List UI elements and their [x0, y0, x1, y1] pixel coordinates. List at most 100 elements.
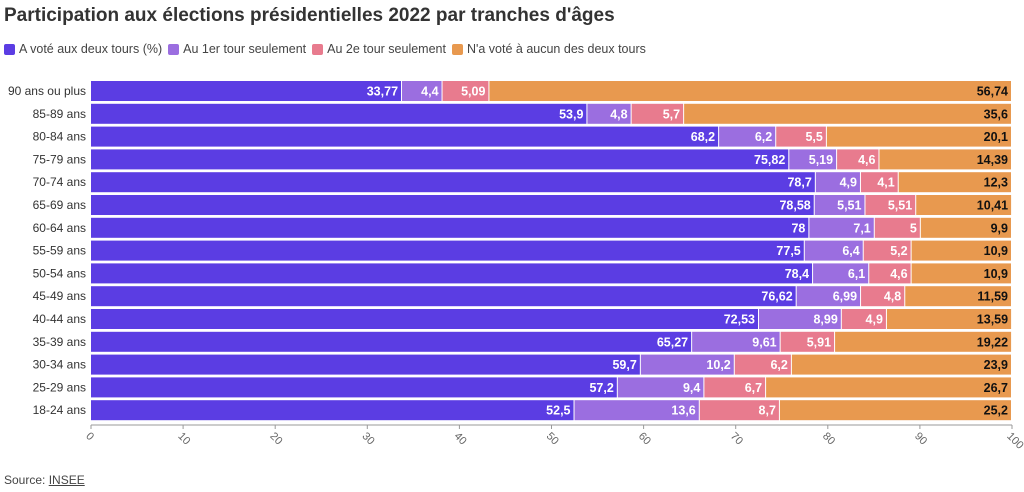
- bar-segment: [734, 354, 791, 375]
- bar-segment: [489, 81, 1012, 101]
- bar-segment: [874, 217, 920, 238]
- bar-segment: [692, 331, 780, 352]
- x-tick-label: 10: [175, 430, 192, 447]
- bar-segment: [587, 103, 631, 124]
- x-tick-label: 80: [820, 430, 837, 447]
- data-label: 13,59: [977, 313, 1008, 327]
- bar-segment: [91, 81, 402, 101]
- chart-title: Participation aux élections présidentiel…: [4, 5, 615, 26]
- bar-segment: [631, 103, 684, 124]
- bar-segment: [886, 309, 1012, 329]
- data-label: 56,74: [977, 85, 1008, 99]
- data-label: 53,9: [559, 107, 583, 121]
- data-label: 78,7: [787, 176, 811, 190]
- data-label: 4,9: [840, 176, 857, 190]
- data-label: 35,6: [984, 107, 1008, 121]
- data-label: 4,8: [884, 290, 901, 304]
- legend-label: Au 2e tour seulement: [327, 42, 446, 56]
- data-label: 5,91: [807, 335, 831, 349]
- bar-segment: [779, 400, 1011, 421]
- category-label: 18-24 ans: [33, 403, 86, 417]
- x-tick-label: 100: [1004, 430, 1024, 451]
- data-label: 10,9: [984, 267, 1008, 281]
- bar-segment: [826, 126, 1011, 147]
- bar-segment: [789, 149, 837, 170]
- category-label: 40-44 ans: [33, 312, 86, 326]
- legend-item-3: Au 2e tour seulement: [312, 42, 446, 56]
- stacked-bar-chart: 90 ans ou plus 33,77 4,4 5,09 56,74 85-89 ans…: [8, 81, 1024, 452]
- legend-item-4: N'a voté à aucun des deux tours: [451, 42, 646, 56]
- data-label: 8,99: [813, 313, 837, 327]
- bar-segment: [91, 286, 796, 307]
- bar-segment: [719, 126, 776, 147]
- x-tick-label: 0: [83, 430, 96, 443]
- bar-segment: [776, 126, 826, 147]
- data-label: 52,5: [546, 404, 570, 418]
- legend-swatch: [451, 43, 463, 55]
- x-tick-label: 30: [360, 430, 377, 447]
- bar-segment: [861, 286, 905, 307]
- data-label: 76,62: [761, 290, 792, 304]
- bar-segment: [813, 263, 869, 284]
- data-label: 4,9: [866, 313, 883, 327]
- bar-segment: [91, 354, 640, 375]
- x-tick-label: 20: [267, 430, 284, 447]
- bar-segment: [442, 81, 489, 101]
- data-label: 20,1: [984, 130, 1008, 144]
- bar-segment: [815, 172, 860, 193]
- data-label: 7,1: [853, 221, 870, 235]
- bar-segment: [920, 217, 1011, 238]
- data-label: 77,5: [776, 244, 800, 258]
- bar-segment: [911, 263, 1011, 284]
- data-label: 10,9: [984, 244, 1008, 258]
- category-label: 90 ans ou plus: [8, 84, 86, 98]
- category-label: 75-79 ans: [33, 152, 86, 166]
- bar-segment: [640, 354, 734, 375]
- bar-segment: [699, 400, 779, 421]
- bar-segment: [865, 195, 916, 215]
- data-label: 5,19: [809, 153, 833, 167]
- category-label: 60-64 ans: [33, 221, 86, 235]
- data-label: 14,39: [977, 153, 1008, 167]
- source-note: Source: INSEE: [4, 473, 85, 487]
- bar-segment: [91, 309, 759, 329]
- category-label: 70-74 ans: [33, 175, 86, 189]
- bar-segment: [814, 195, 865, 215]
- bar-segment: [863, 240, 911, 261]
- bar-segment: [91, 172, 815, 193]
- bar-segment: [91, 400, 574, 421]
- category-label: 80-84 ans: [33, 130, 86, 144]
- data-label: 78,58: [779, 199, 810, 213]
- category-label: 35-39 ans: [33, 335, 86, 349]
- bar-segment: [841, 309, 886, 329]
- category-label: 85-89 ans: [33, 107, 86, 121]
- bar-segment: [91, 195, 814, 215]
- bar-segment: [91, 240, 804, 261]
- bar-segment: [91, 103, 587, 124]
- category-label: 30-34 ans: [33, 358, 86, 372]
- source-link[interactable]: INSEE: [48, 473, 85, 487]
- x-tick-label: 70: [728, 430, 745, 447]
- data-label: 78: [791, 221, 805, 235]
- data-label: 68,2: [691, 130, 715, 144]
- data-label: 6,4: [842, 244, 859, 258]
- chart-legend: A voté aux deux tours (%) Au 1er tour seu…: [4, 41, 652, 57]
- bar-segment: [791, 354, 1011, 375]
- data-label: 9,9: [991, 221, 1008, 235]
- legend-item-2: Au 1er tour seulement: [168, 42, 306, 56]
- legend-swatch: [168, 43, 180, 55]
- data-label: 12,3: [984, 176, 1008, 190]
- x-tick-label: 90: [912, 430, 929, 447]
- data-label: 23,9: [984, 358, 1008, 372]
- bar-segment: [91, 126, 719, 147]
- bar-segment: [91, 263, 813, 284]
- bar-segment: [911, 240, 1011, 261]
- category-label: 55-59 ans: [33, 244, 86, 258]
- bar-segment: [809, 217, 874, 238]
- bar-segment: [780, 331, 835, 352]
- data-label: 6,2: [755, 130, 772, 144]
- bar-segment: [402, 81, 442, 101]
- legend-swatch: [4, 43, 15, 55]
- legend-label: N'a voté à aucun des deux tours: [466, 42, 646, 56]
- bar-segment: [905, 286, 1011, 307]
